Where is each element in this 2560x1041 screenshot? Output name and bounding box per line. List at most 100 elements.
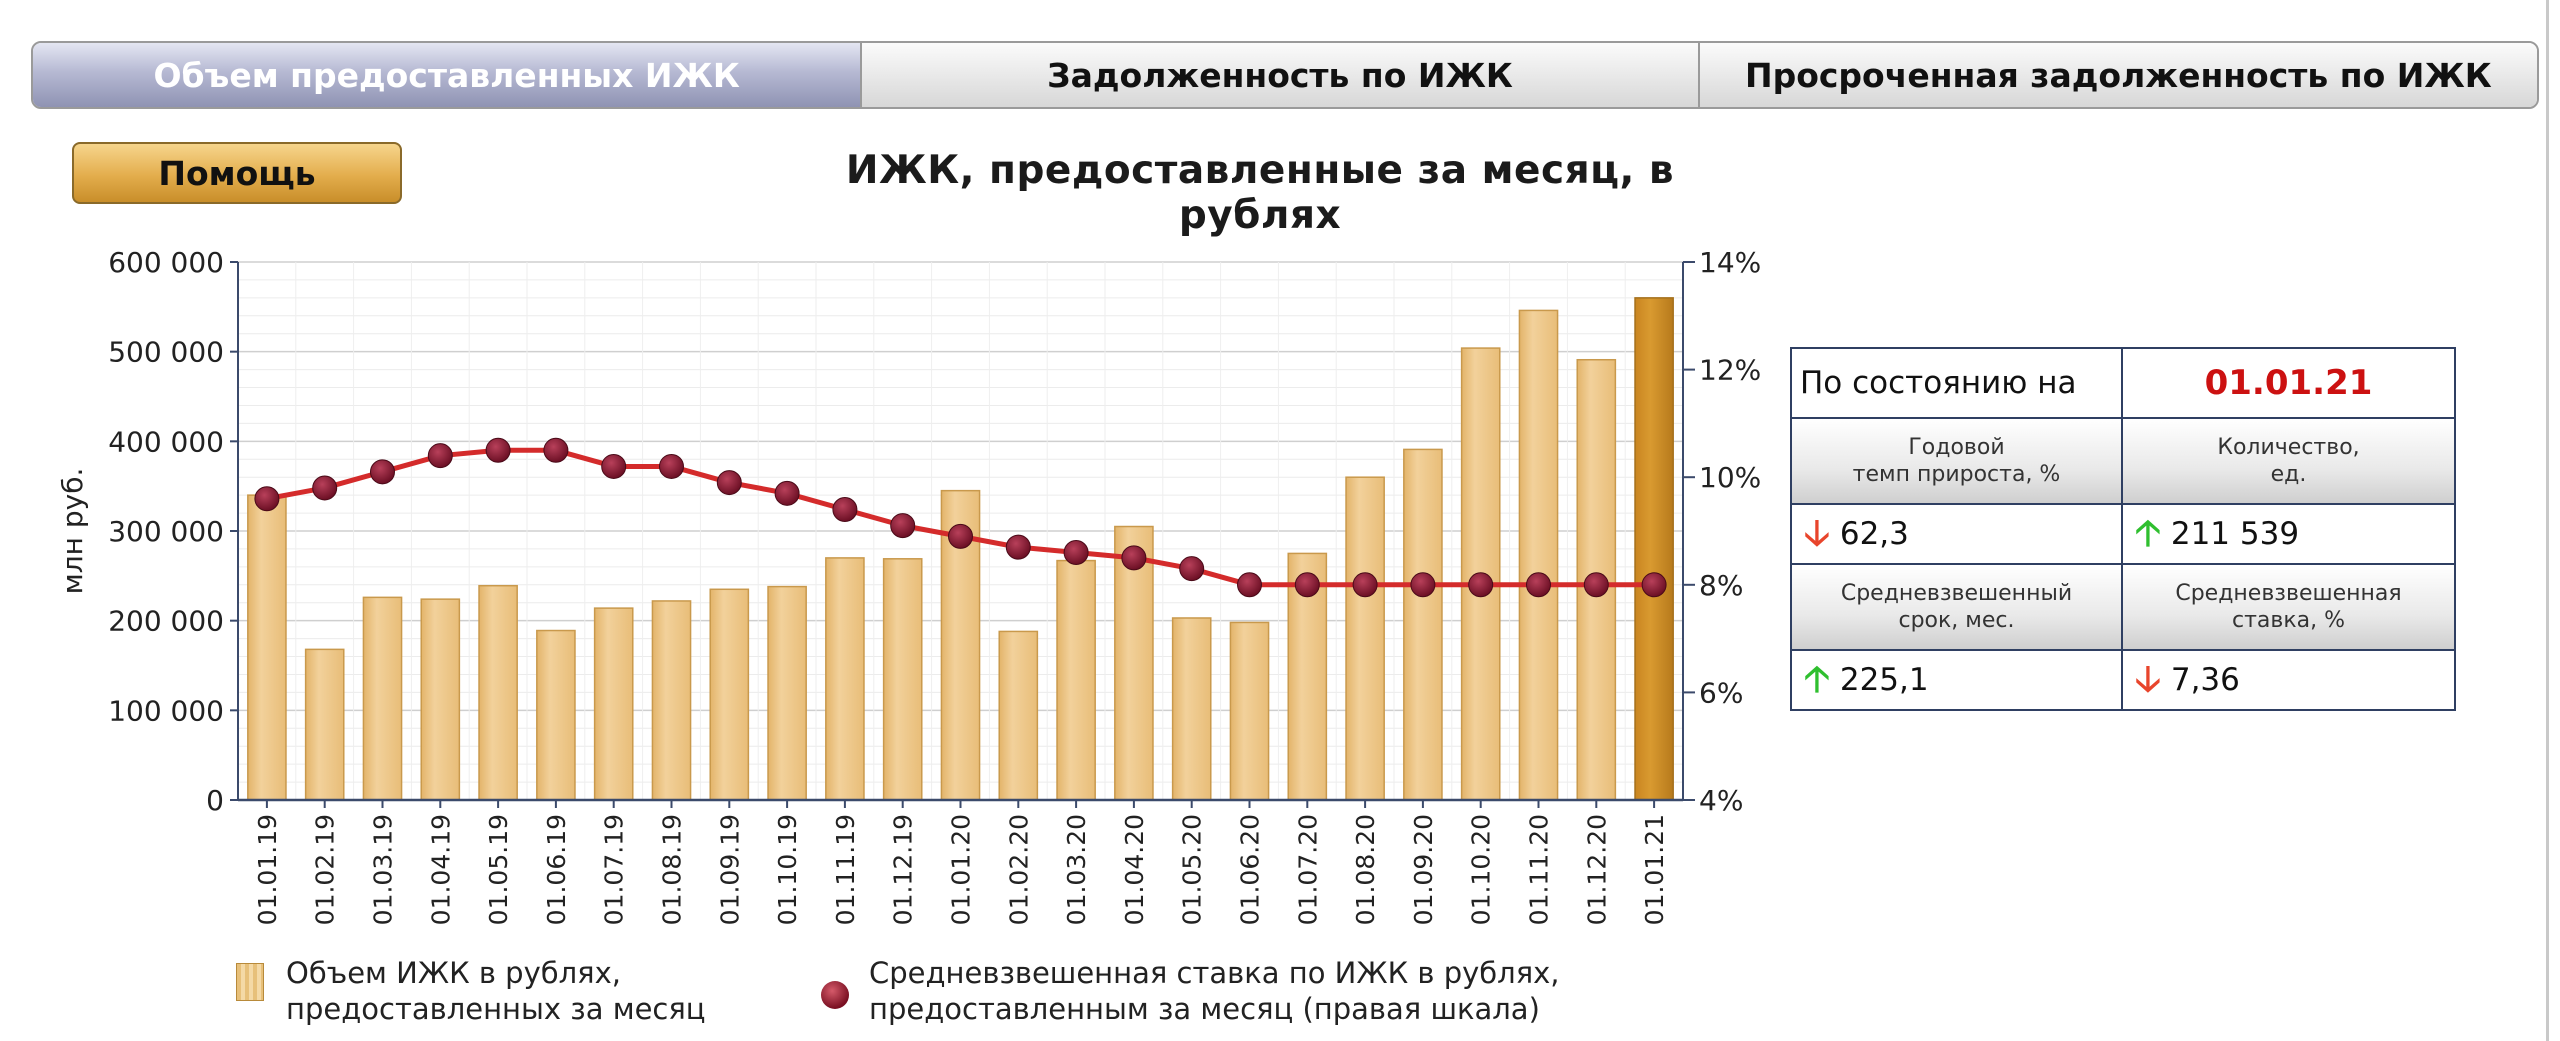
rate-point xyxy=(1294,572,1320,598)
legend-label-line: Средневзвешенная ставка по ИЖК в рублях,… xyxy=(869,956,1560,1026)
rate-point xyxy=(1641,572,1667,598)
x-tick-label: 01.08.19 xyxy=(658,814,687,925)
bar xyxy=(1345,476,1385,801)
rate-point xyxy=(254,486,280,512)
x-tick-label: 01.07.19 xyxy=(600,814,629,925)
rate-point xyxy=(890,513,916,539)
bar xyxy=(1634,297,1674,801)
x-tick-label: 01.11.19 xyxy=(831,814,860,925)
bar xyxy=(304,648,345,801)
arrow-down-icon: 🡣 xyxy=(1804,513,1830,554)
legend-item-line[interactable]: Средневзвешенная ставка по ИЖК в рублях,… xyxy=(821,955,1560,1027)
chart-legend: Объем ИЖК в рублях, предоставленных за м… xyxy=(236,955,1736,1035)
x-tick-label: 01.04.20 xyxy=(1120,814,1149,925)
term-value: 🡡 225,1 xyxy=(1792,649,2123,709)
bar xyxy=(882,558,923,801)
bar xyxy=(1518,309,1559,801)
rate-point xyxy=(1063,540,1089,566)
rate-point xyxy=(370,459,395,485)
y-tick-label: 200 000 xyxy=(108,605,224,638)
rate-header: Средневзвешенная ставка, % xyxy=(2123,563,2454,649)
chart-title: ИЖК, предоставленные за месяц, в рублях xyxy=(845,148,1675,238)
x-tick-label: 01.04.19 xyxy=(426,814,455,925)
y2-tick-label: 4% xyxy=(1699,784,1743,817)
bar xyxy=(478,584,518,801)
y2-tick-label: 10% xyxy=(1699,461,1761,494)
rate-point xyxy=(774,480,800,506)
x-tick-label: 01.01.20 xyxy=(947,814,976,925)
bar xyxy=(1171,617,1212,801)
tab-overdue-debt[interactable]: Просроченная задолженность по ИЖК xyxy=(1697,43,2537,107)
x-tick-label: 01.01.21 xyxy=(1640,814,1669,925)
rate-value: 🡣 7,36 xyxy=(2123,649,2454,709)
count-text: 211 539 xyxy=(2170,516,2300,552)
y2-tick-label: 14% xyxy=(1699,246,1761,279)
rate-point xyxy=(1179,556,1205,582)
y-tick-label: 500 000 xyxy=(108,336,224,369)
y-tick-label: 400 000 xyxy=(108,425,224,458)
x-tick-label: 01.09.19 xyxy=(715,814,744,925)
x-tick-label: 01.10.19 xyxy=(773,814,802,925)
x-tick-label: 01.08.20 xyxy=(1351,814,1380,925)
y2-tick-label: 6% xyxy=(1699,676,1743,709)
help-button[interactable]: Помощь xyxy=(72,142,402,204)
chart-svg: 0 100 000 200 000 300 000 400 000 500 000 600 … xyxy=(56,246,1761,925)
y-tick-label: 0 xyxy=(206,784,224,817)
x-tick-label: 01.11.20 xyxy=(1525,814,1554,925)
rate-point xyxy=(1410,572,1436,598)
rate-point xyxy=(659,453,684,479)
count-header: Количество, ед. xyxy=(2123,417,2454,503)
rate-point xyxy=(1005,534,1031,560)
x-tick-label: 01.07.20 xyxy=(1293,814,1322,925)
bar xyxy=(1114,525,1154,801)
bar xyxy=(767,585,807,801)
as-of-date: 01.01.21 xyxy=(2204,363,2373,403)
x-tick-label: 01.05.20 xyxy=(1178,814,1207,925)
bar-swatch-icon xyxy=(236,963,264,1001)
legend-item-bars[interactable]: Объем ИЖК в рублях, предоставленных за м… xyxy=(236,955,706,1027)
rate-text: 7,36 xyxy=(2170,662,2240,698)
x-tick-label: 01.06.19 xyxy=(542,814,571,925)
bar xyxy=(1403,448,1443,801)
bar xyxy=(709,588,750,801)
arrow-up-icon: 🡡 xyxy=(1804,659,1830,700)
x-tick-label: 01.03.19 xyxy=(369,814,398,925)
y-tick-label: 100 000 xyxy=(108,694,224,727)
growth-rate-text: 62,3 xyxy=(1839,516,1909,552)
rate-point xyxy=(1468,572,1494,598)
bar xyxy=(1056,559,1096,801)
rate-point xyxy=(601,453,627,479)
rate-point xyxy=(427,443,453,469)
rate-point xyxy=(485,437,511,463)
rate-point xyxy=(832,496,858,522)
x-tick-label: 01.12.19 xyxy=(889,814,918,925)
term-header: Средневзвешенный срок, мес. xyxy=(1792,563,2123,649)
arrow-down-icon: 🡣 xyxy=(2135,659,2161,700)
summary-table: По состоянию на 01.01.21 Годовой темп пр… xyxy=(1790,347,2456,711)
bar xyxy=(825,557,865,801)
x-tick-label: 01.05.19 xyxy=(484,814,513,925)
growth-rate-value: 🡣 62,3 xyxy=(1792,503,2123,563)
count-value: 🡡 211 539 xyxy=(2123,503,2454,563)
dot-swatch-icon xyxy=(821,981,849,1009)
legend-label-bars: Объем ИЖК в рублях, предоставленных за м… xyxy=(286,956,706,1026)
tab-debt[interactable]: Задолженность по ИЖК xyxy=(860,43,1698,107)
x-tick-label: 01.06.20 xyxy=(1236,814,1265,925)
y-tick-label: 600 000 xyxy=(108,246,224,279)
as-of-label: По состоянию на xyxy=(1792,349,2123,417)
rate-point xyxy=(1237,572,1262,598)
y2-tick-label: 8% xyxy=(1699,569,1743,602)
growth-rate-header: Годовой темп прироста, % xyxy=(1792,417,2123,503)
bar xyxy=(247,494,287,801)
bar xyxy=(362,596,403,801)
rate-point xyxy=(948,523,973,549)
y-axis-title: млн руб. xyxy=(56,468,89,595)
arrow-up-icon: 🡡 xyxy=(2135,513,2161,554)
bar xyxy=(1229,621,1270,801)
tab-issued-volume[interactable]: Объем предоставленных ИЖК xyxy=(33,43,861,107)
x-tick-label: 01.01.19 xyxy=(253,814,282,925)
rate-point xyxy=(1352,572,1378,598)
rate-point xyxy=(1526,572,1551,598)
bar xyxy=(998,630,1039,801)
